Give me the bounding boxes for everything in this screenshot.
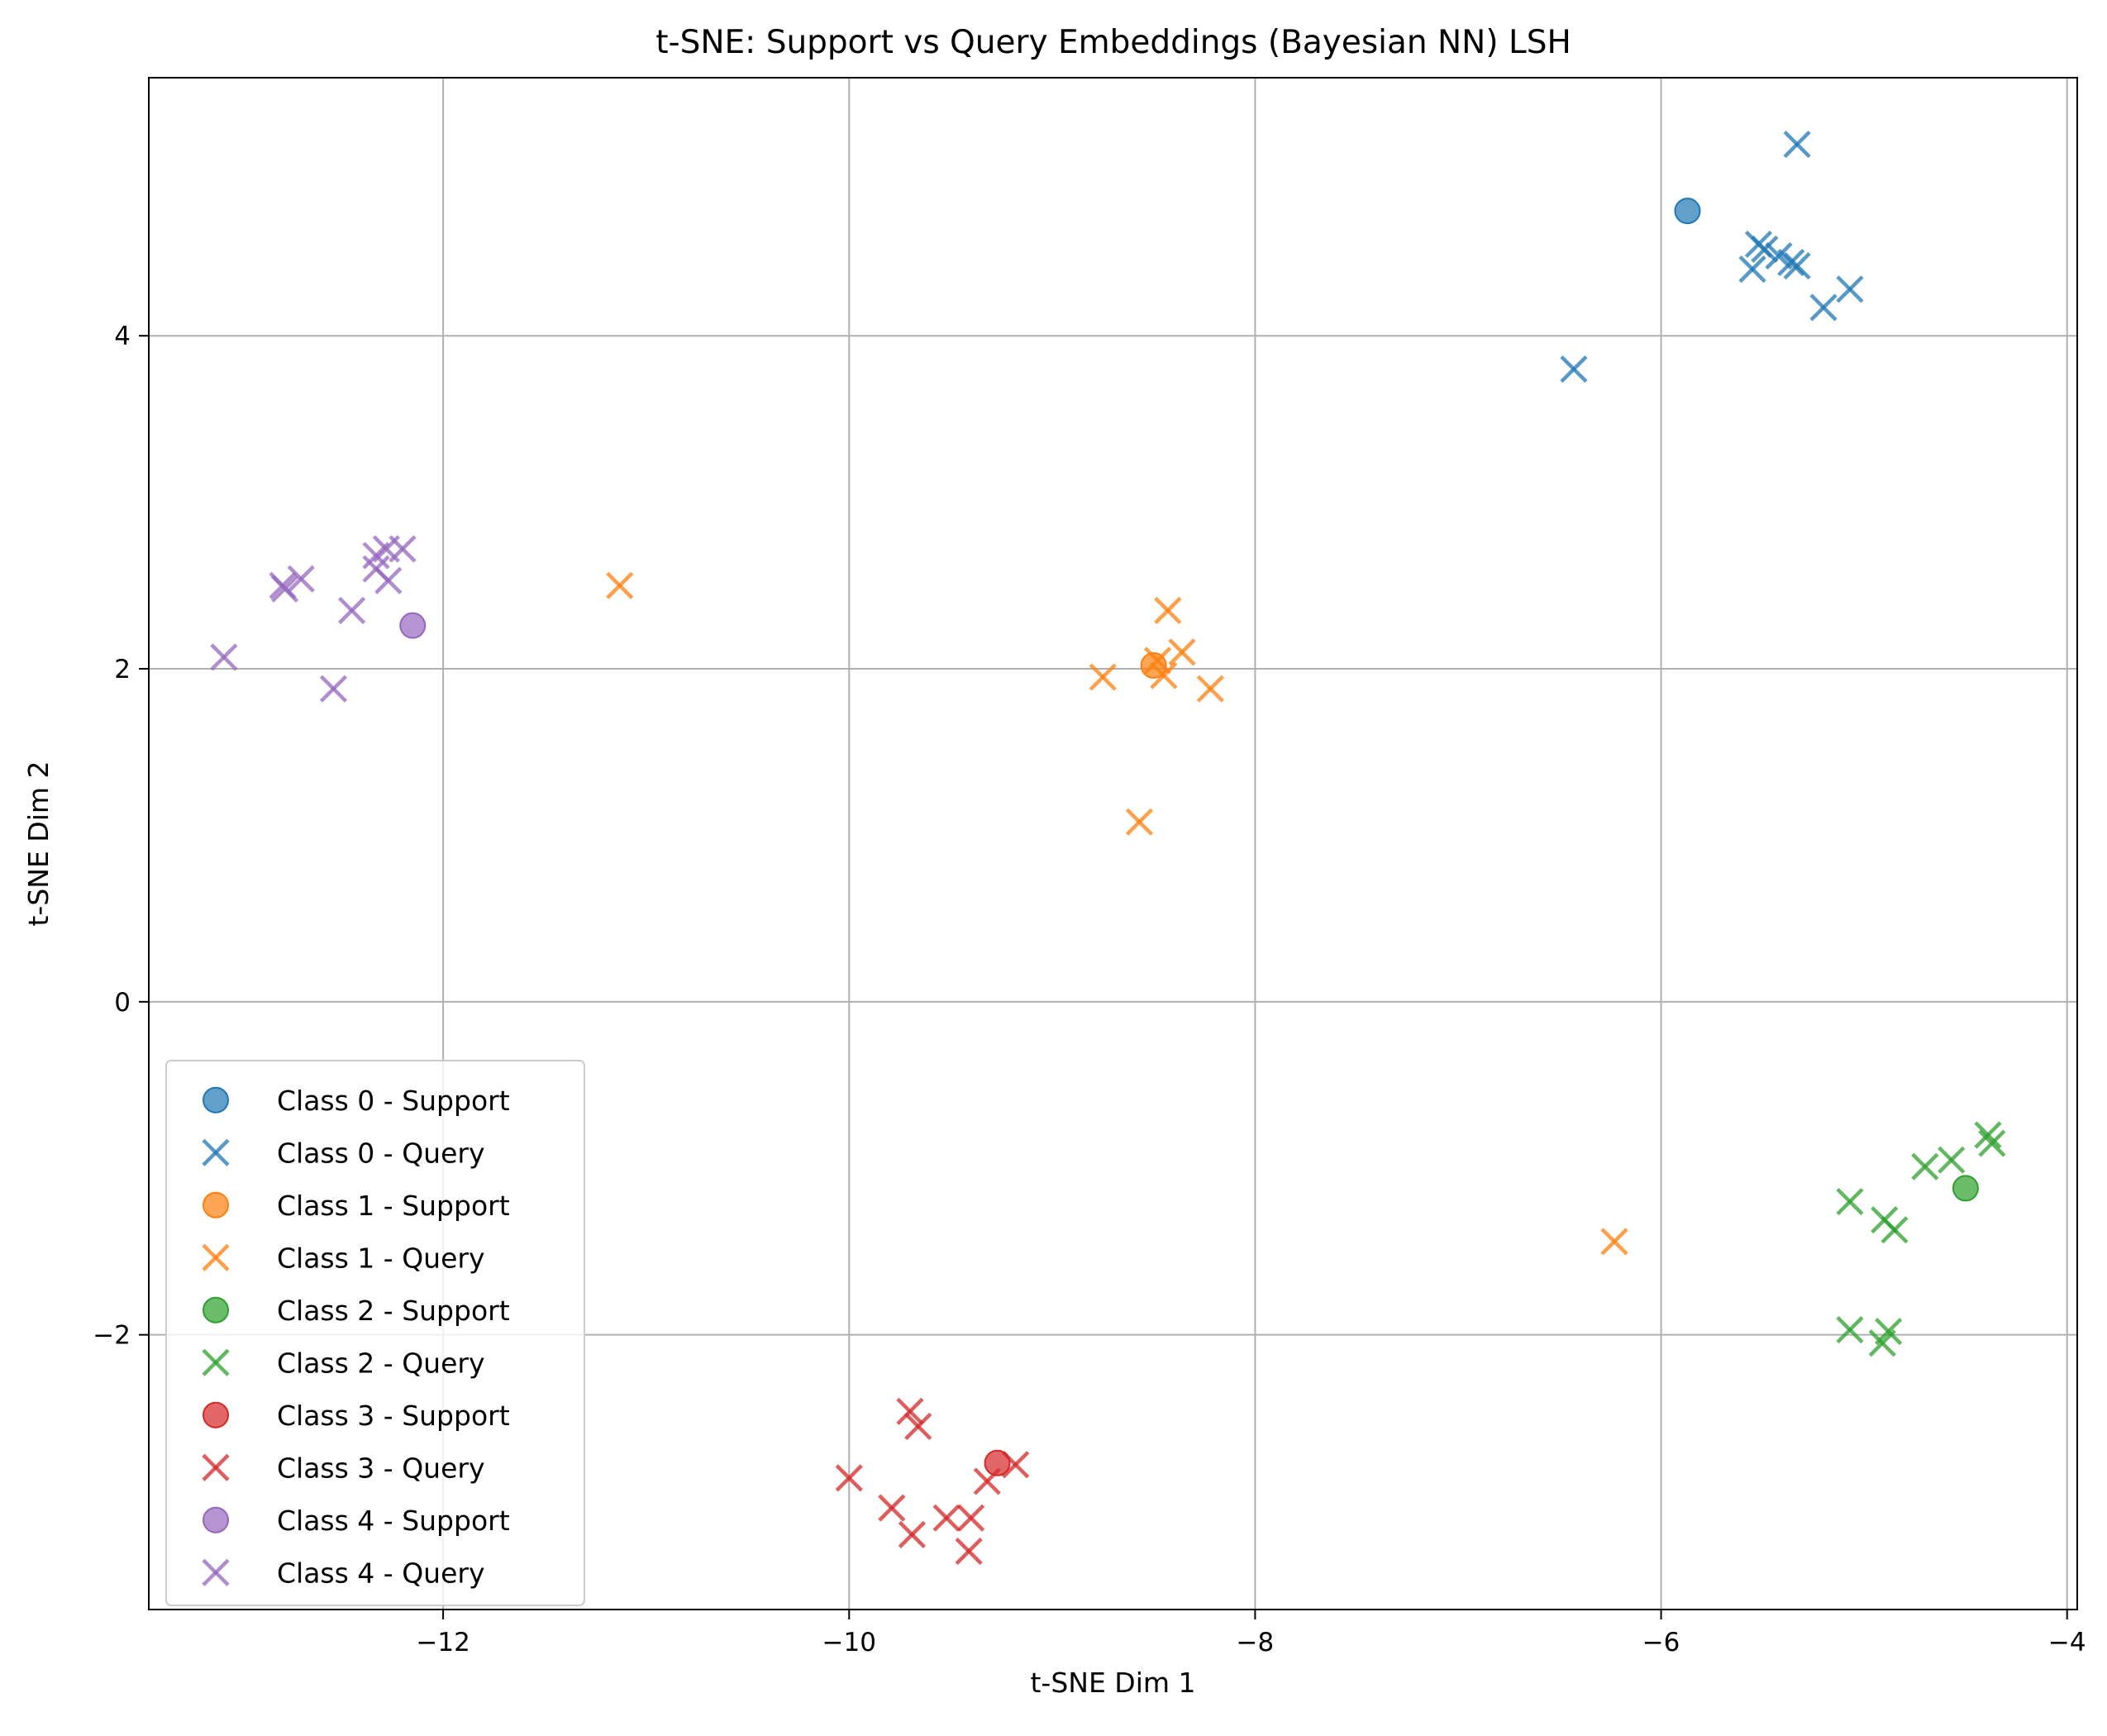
query-point [1002, 1451, 1030, 1479]
legend-entry-label: Class 0 - Query [277, 1137, 484, 1169]
query-point [1600, 1228, 1628, 1256]
query-point [1836, 1316, 1864, 1344]
legend-box [165, 1060, 585, 1606]
legend-marker [202, 1138, 230, 1166]
legend-marker [202, 1348, 230, 1376]
y-tick-label: 2 [114, 655, 131, 684]
query-point [955, 1537, 983, 1566]
x-tick-label: −8 [1237, 1628, 1275, 1657]
legend-marker [203, 1296, 229, 1323]
query-point [896, 1397, 924, 1425]
axis-ticks: −12 −10 −8 −6 −4 −2 0 2 4 [93, 322, 2086, 1657]
x-tick-label: −6 [1642, 1628, 1680, 1657]
legend-entry-label: Class 3 - Query [277, 1452, 484, 1484]
query-point [1974, 1121, 2002, 1149]
query-point [1938, 1146, 1966, 1174]
support-point [984, 1449, 1011, 1476]
query-point [932, 1504, 961, 1532]
support-point [1952, 1175, 1979, 1202]
grid-lines [149, 78, 2077, 1610]
query-point [374, 566, 403, 594]
legend-marker [202, 1243, 230, 1271]
x-axis-label: t-SNE Dim 1 [1030, 1667, 1195, 1699]
query-point [973, 1467, 1001, 1495]
query-point [1089, 663, 1117, 691]
y-tick-label: −2 [93, 1321, 131, 1351]
legend-entry-label: Class 1 - Support [277, 1190, 510, 1222]
y-tick-label: 0 [114, 988, 131, 1018]
query-point [1783, 130, 1811, 159]
data-points [210, 130, 2006, 1566]
query-point [287, 565, 315, 593]
query-point [1168, 638, 1196, 666]
query-point [337, 596, 366, 625]
query-point [1154, 596, 1182, 625]
legend-marker [202, 1453, 230, 1481]
query-point [1777, 248, 1805, 277]
support-point [1674, 198, 1701, 225]
query-point [898, 1520, 926, 1548]
query-point [1125, 808, 1154, 836]
legend-entry-label: Class 4 - Support [277, 1505, 510, 1537]
query-point [270, 575, 299, 603]
legend-entry-label: Class 0 - Support [277, 1085, 510, 1117]
query-point [1809, 293, 1838, 322]
legend-marker [202, 1558, 230, 1586]
query-point [1881, 1216, 1909, 1244]
query-point [362, 541, 390, 570]
legend-entry-label: Class 3 - Support [277, 1400, 510, 1432]
legend: Class 0 - Support Class 0 - Query Class 1 … [165, 1060, 585, 1606]
x-tick-label: −12 [416, 1628, 470, 1657]
query-point [1143, 646, 1172, 675]
query-point [1738, 255, 1766, 284]
legend-marker [203, 1191, 229, 1219]
query-point [319, 675, 348, 703]
chart-title: t-SNE: Support vs Query Embeddings (Baye… [655, 24, 1571, 61]
query-point [835, 1464, 863, 1492]
query-point [957, 1504, 985, 1532]
query-point [1978, 1129, 2006, 1157]
y-axis-label: t-SNE Dim 2 [22, 761, 55, 926]
query-point [904, 1412, 932, 1441]
legend-entry-label: Class 2 - Query [277, 1347, 484, 1379]
query-point [1751, 235, 1779, 264]
query-point [1783, 252, 1811, 280]
query-point [1560, 355, 1588, 384]
query-point [1911, 1152, 1939, 1180]
x-tick-label: −4 [2048, 1628, 2086, 1657]
y-tick-label: 4 [114, 322, 131, 351]
legend-marker [203, 1401, 229, 1428]
legend-entry-label: Class 4 - Query [277, 1557, 484, 1589]
legend-marker [203, 1086, 229, 1114]
query-point [1836, 275, 1864, 303]
query-point [1868, 1329, 1896, 1357]
query-point [1150, 661, 1178, 689]
plot-frame [148, 77, 2078, 1610]
support-point [399, 612, 427, 639]
query-point [1836, 1187, 1864, 1216]
query-point [210, 643, 238, 671]
query-point [606, 571, 634, 599]
legend-marker [203, 1506, 229, 1533]
legend-entry-label: Class 2 - Support [277, 1295, 510, 1327]
x-tick-label: −10 [822, 1628, 876, 1657]
query-point [878, 1494, 906, 1522]
legend-entry-label: Class 1 - Query [277, 1242, 484, 1274]
query-point [1196, 675, 1224, 703]
